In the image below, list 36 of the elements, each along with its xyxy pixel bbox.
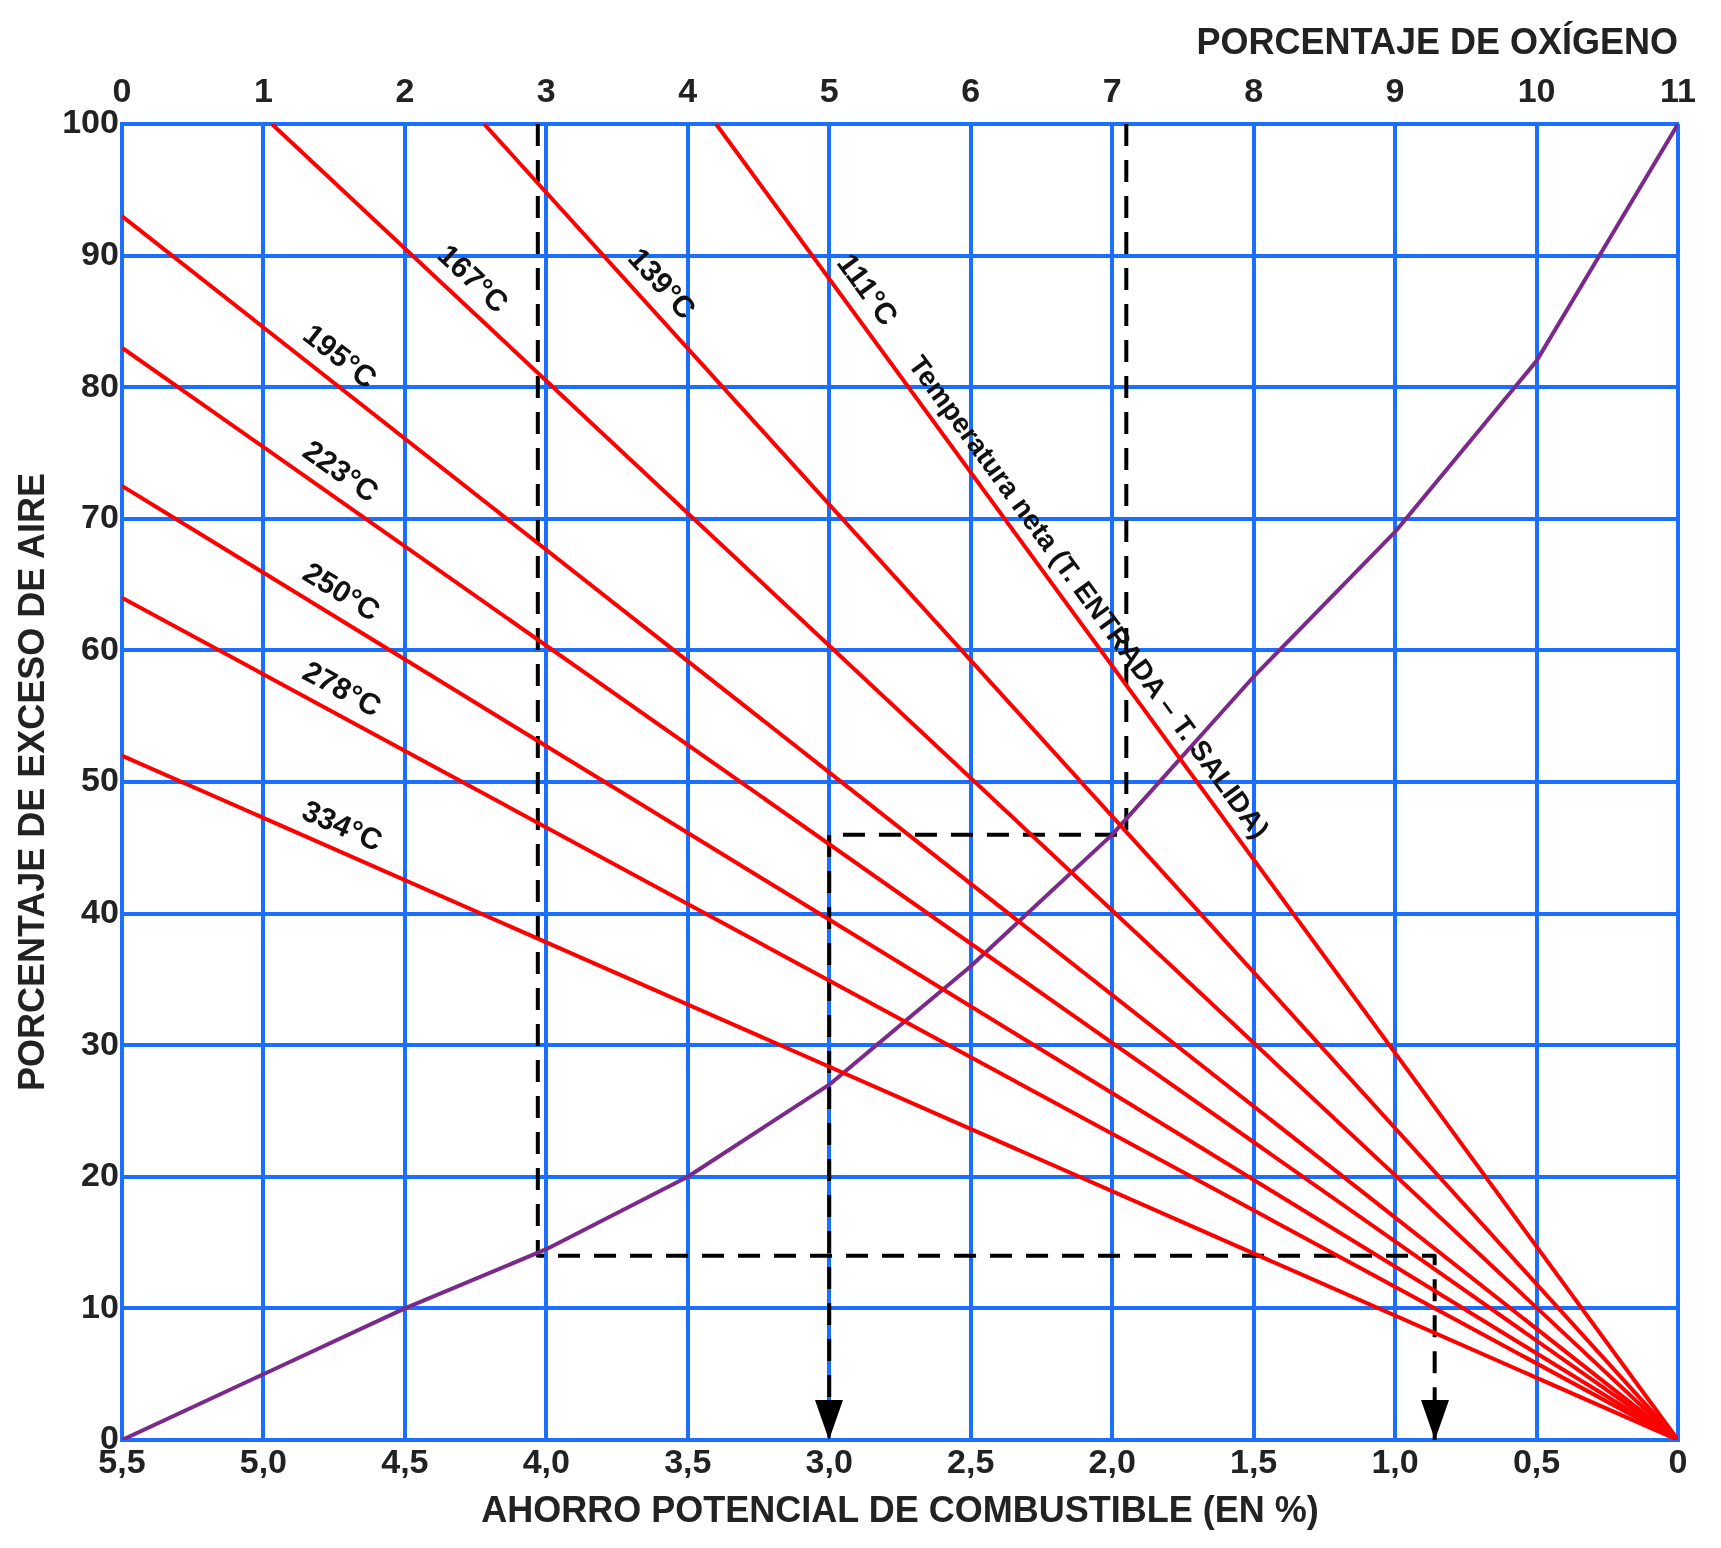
x2-tick-label: 4 bbox=[678, 70, 698, 109]
x-tick-label: 0,5 bbox=[1512, 1441, 1561, 1480]
x-tick-label: 2,0 bbox=[1088, 1441, 1136, 1480]
x2-tick-label: 11 bbox=[1660, 70, 1696, 109]
x2-axis-title: PORCENTAJE DE OXÍGENO bbox=[1196, 20, 1678, 62]
x-tick-label: 4,0 bbox=[522, 1441, 570, 1480]
x2-tick-label: 2 bbox=[395, 70, 415, 109]
y-tick-label: 40 bbox=[81, 891, 119, 930]
x2-tick-label: 6 bbox=[961, 70, 981, 109]
x2-tick-label: 1 bbox=[253, 70, 273, 109]
x-tick-label: 1,0 bbox=[1371, 1441, 1419, 1480]
y-tick-label: 10 bbox=[81, 1286, 119, 1325]
x2-tick-label: 7 bbox=[1102, 70, 1122, 109]
x2-tick-label: 8 bbox=[1244, 70, 1264, 109]
y-tick-label: 100 bbox=[62, 102, 119, 141]
x2-tick-label: 10 bbox=[1517, 70, 1556, 109]
x-tick-label: 0 bbox=[1668, 1441, 1688, 1480]
x-tick-label: 4,5 bbox=[381, 1441, 429, 1480]
y-tick-label: 70 bbox=[81, 497, 119, 536]
y-tick-label: 90 bbox=[81, 233, 119, 272]
x2-tick-label: 5 bbox=[819, 70, 839, 109]
y-tick-label: 60 bbox=[81, 628, 119, 667]
y-tick-label: 50 bbox=[81, 760, 119, 799]
y-tick-label: 30 bbox=[81, 1023, 119, 1062]
y-tick-label: 80 bbox=[81, 365, 119, 404]
x-tick-label: 1,5 bbox=[1229, 1441, 1278, 1480]
x-tick-label: 5,0 bbox=[239, 1441, 288, 1480]
text: 334°C bbox=[297, 793, 388, 858]
x-tick-label: 3,0 bbox=[805, 1441, 853, 1480]
x2-tick-label: 3 bbox=[536, 70, 556, 109]
x-tick-label: 2,5 bbox=[947, 1441, 995, 1480]
y-tick-label: 20 bbox=[81, 1155, 119, 1194]
x2-tick-label: 9 bbox=[1385, 70, 1405, 109]
x-axis-title: AHORRO POTENCIAL DE COMBUSTIBLE (EN %) bbox=[481, 1489, 1319, 1531]
y-axis-title: PORCENTAJE DE EXCESO DE AIRE bbox=[10, 472, 52, 1092]
x-tick-label: 3,5 bbox=[664, 1441, 712, 1480]
